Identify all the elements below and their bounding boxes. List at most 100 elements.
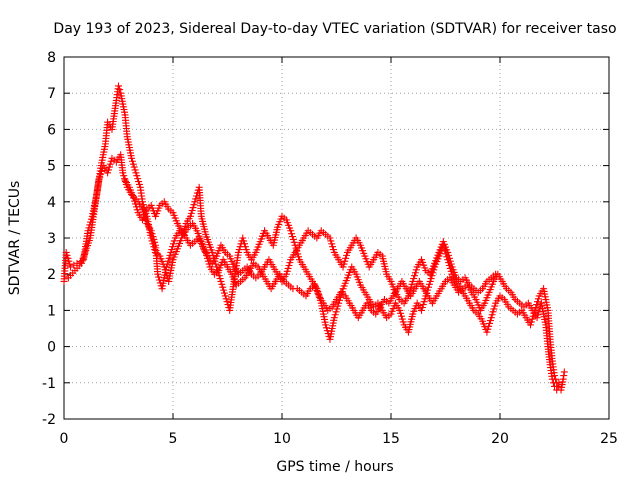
y-tick-labels: -2 -1 0 1 2 3 4 5 6 7 8	[42, 50, 56, 428]
data-point	[223, 298, 231, 306]
data-point	[191, 198, 199, 206]
data-point	[242, 246, 250, 254]
data-point	[486, 319, 494, 327]
data-point	[169, 243, 177, 251]
data-point	[420, 298, 428, 306]
data-point	[326, 234, 334, 242]
data-point	[216, 275, 224, 283]
data-point	[340, 260, 348, 268]
data-point	[329, 243, 337, 251]
data-point	[128, 154, 136, 162]
data-point	[407, 283, 415, 291]
y-tick-label: 6	[47, 122, 56, 138]
grid-lines	[64, 57, 609, 419]
data-point	[406, 286, 414, 294]
data-point	[106, 160, 114, 168]
x-tick-label: 0	[60, 431, 69, 447]
data-point	[133, 172, 141, 180]
data-point	[208, 248, 216, 256]
data-point	[104, 166, 112, 174]
data-point	[165, 254, 173, 262]
data-point	[424, 283, 432, 291]
data-point	[240, 237, 248, 245]
data-point	[151, 246, 159, 254]
data-point	[339, 263, 347, 271]
data-points	[60, 82, 568, 394]
data-point	[62, 248, 70, 256]
data-point	[150, 235, 158, 243]
data-point	[168, 246, 176, 254]
data-point	[202, 248, 210, 256]
data-point	[289, 235, 297, 243]
data-point	[97, 170, 105, 178]
data-point	[409, 277, 417, 285]
data-point	[119, 169, 127, 177]
data-point	[147, 227, 155, 235]
data-point	[397, 309, 405, 317]
data-point	[446, 257, 454, 265]
data-point	[282, 270, 290, 278]
data-point	[426, 277, 434, 285]
data-point	[64, 254, 72, 262]
y-tick-label: 3	[47, 231, 56, 247]
y-tick-label: 0	[47, 340, 56, 356]
data-point	[534, 295, 542, 303]
data-point	[295, 253, 303, 261]
data-point	[163, 260, 171, 268]
data-point	[425, 280, 433, 288]
data-point	[220, 289, 228, 297]
data-point	[286, 259, 294, 267]
data-point	[560, 368, 568, 376]
data-point	[487, 314, 495, 322]
data-point	[70, 261, 78, 269]
y-tick-label: -1	[42, 376, 56, 392]
data-point	[221, 292, 229, 300]
y-tick-label: 4	[47, 195, 56, 211]
data-point	[130, 163, 138, 171]
data-point	[190, 201, 198, 209]
data-point	[444, 248, 452, 256]
data-point	[234, 248, 242, 256]
data-point	[483, 328, 491, 336]
data-point	[343, 251, 351, 259]
data-point	[105, 163, 113, 171]
data-point	[162, 263, 170, 271]
data-point	[104, 169, 112, 177]
y-tick-label: 7	[47, 86, 56, 102]
data-point	[447, 260, 455, 268]
data-point	[218, 280, 226, 288]
data-point	[186, 212, 194, 220]
data-point	[129, 160, 137, 168]
data-point	[405, 289, 413, 297]
data-point	[97, 167, 105, 175]
data-point	[65, 257, 73, 265]
data-point	[288, 230, 296, 238]
data-point	[528, 315, 536, 323]
data-point	[95, 176, 103, 184]
y-axis-label: SDTVAR / TECUs	[7, 181, 23, 296]
data-point	[484, 325, 492, 333]
y-tick-label: 5	[47, 159, 56, 175]
data-point	[445, 254, 453, 262]
data-point	[189, 204, 197, 212]
y-tick-label: 8	[47, 50, 56, 66]
data-point	[486, 317, 494, 325]
y-tick-label: -2	[42, 412, 56, 428]
data-point	[222, 295, 230, 303]
data-point	[534, 311, 542, 319]
data-point	[555, 379, 563, 387]
data-point	[133, 206, 141, 214]
data-point	[220, 286, 228, 294]
data-point	[187, 209, 195, 217]
data-point	[489, 308, 497, 316]
data-point	[491, 302, 499, 310]
data-point	[219, 283, 227, 291]
data-point	[120, 172, 128, 180]
data-point	[192, 195, 200, 203]
data-point	[527, 318, 535, 326]
data-point	[332, 308, 340, 316]
data-point	[241, 243, 249, 251]
x-axis-label: GPS time / hours	[276, 459, 393, 475]
axis-ticks	[63, 56, 610, 420]
data-point	[418, 304, 426, 312]
